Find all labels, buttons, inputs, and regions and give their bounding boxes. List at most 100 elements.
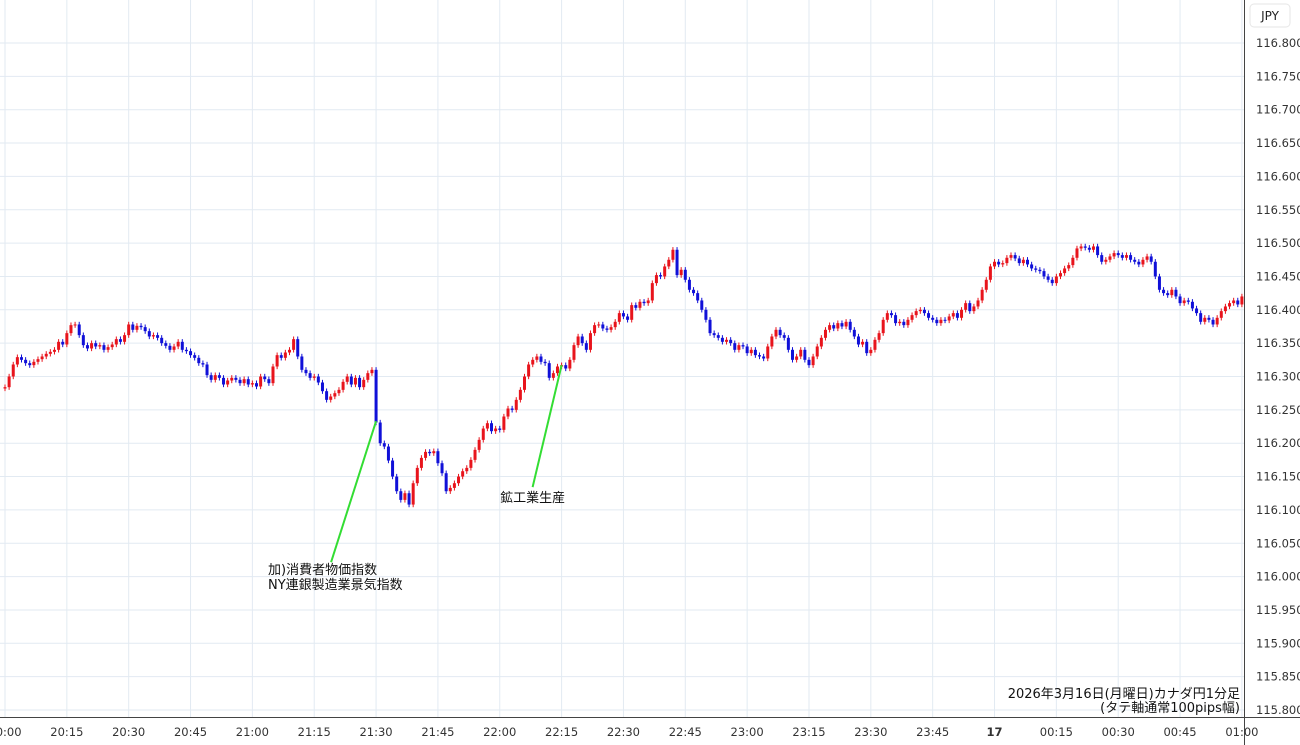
candle-down: [1236, 297, 1240, 308]
candle-up: [106, 344, 110, 353]
candle-body: [44, 353, 48, 357]
candle-down: [77, 321, 81, 338]
candle-down: [935, 317, 939, 326]
candle-body: [778, 329, 782, 336]
time-axis-panel[interactable]: [0, 718, 1244, 745]
candle-body: [1223, 306, 1227, 312]
candle-down: [255, 380, 259, 390]
candle-up: [1091, 243, 1095, 253]
time-tick-label: 21:45: [421, 725, 454, 739]
currency-badge[interactable]: [1249, 3, 1291, 28]
price-tick-label: 115.900: [1256, 636, 1300, 650]
candle-body: [118, 339, 122, 342]
candle-body: [968, 303, 972, 312]
annotation-label: NY連銀製造業景気指数: [268, 577, 403, 593]
candle-down: [428, 449, 432, 456]
candle-body: [881, 319, 885, 334]
price-tick-label: 116.100: [1256, 503, 1300, 517]
candle-body: [102, 345, 106, 350]
candle-body: [766, 346, 770, 359]
candle-down: [712, 330, 716, 338]
candle-body: [69, 325, 73, 334]
time-tick-label: 00:30: [1102, 725, 1135, 739]
annotation-line: [531, 364, 563, 488]
candle-body: [803, 349, 807, 360]
candle-body: [683, 269, 687, 280]
candle-body: [481, 428, 485, 440]
candle-body: [518, 389, 522, 400]
price-tick-label: 116.000: [1256, 570, 1300, 584]
price-tick-label: 116.300: [1256, 370, 1300, 384]
candle-up: [424, 449, 428, 461]
candle-down: [296, 336, 300, 360]
candle-body: [716, 335, 720, 338]
candle-body: [1034, 268, 1038, 270]
candle-up: [259, 373, 263, 390]
candle-body: [349, 376, 353, 385]
candle-body: [770, 336, 774, 347]
price-tick-label: 116.650: [1256, 136, 1300, 150]
candle-up: [469, 457, 473, 471]
candle-body: [527, 364, 531, 377]
candle-body: [296, 339, 300, 357]
time-tick-label: 22:30: [607, 725, 640, 739]
candle-body: [1067, 265, 1071, 269]
candle-up: [98, 342, 102, 350]
candle-body: [304, 369, 308, 374]
candle-body: [490, 423, 494, 432]
candle-body: [358, 377, 362, 388]
candle-body: [762, 356, 766, 359]
candle-up: [1228, 300, 1232, 310]
time-tick-label: 21:15: [298, 725, 331, 739]
candle-body: [444, 473, 448, 492]
candle-body: [856, 336, 860, 345]
candle-body: [988, 266, 992, 280]
candle-down: [1026, 257, 1030, 268]
candle-body: [1108, 256, 1112, 260]
candle-down: [621, 310, 625, 320]
candle-up: [283, 349, 287, 361]
candle-body: [325, 391, 329, 400]
candle-up: [650, 280, 654, 304]
candle-up: [638, 299, 642, 311]
candle-body: [452, 483, 456, 488]
candle-down: [778, 327, 782, 338]
candle-down: [358, 375, 362, 390]
candle-down: [94, 340, 98, 350]
candle-down: [160, 335, 164, 346]
candle-down: [382, 440, 386, 450]
candle-down: [745, 343, 749, 356]
candle-up: [333, 390, 337, 400]
candle-body: [465, 467, 469, 472]
candle-up: [535, 353, 539, 363]
candle-down: [19, 354, 23, 363]
candle-body: [85, 345, 89, 349]
candle-down: [741, 342, 745, 350]
candle-up: [213, 372, 217, 383]
candle-body: [127, 324, 131, 336]
candle-body: [671, 249, 675, 260]
candle-down: [968, 300, 972, 314]
candle-body: [782, 335, 786, 338]
price-axis-panel[interactable]: [1244, 0, 1300, 745]
candle-body: [11, 364, 15, 377]
candle-up: [1075, 245, 1079, 261]
candle-down: [1157, 273, 1161, 293]
candle-body: [300, 356, 304, 370]
candle-down: [440, 460, 444, 476]
candle-down: [349, 373, 353, 388]
candle-down: [733, 340, 737, 353]
candle-body: [564, 365, 568, 369]
candle-down: [927, 310, 931, 321]
candle-body: [679, 269, 683, 276]
candle-down: [325, 388, 329, 403]
candle-up: [494, 425, 498, 434]
price-tick-label: 116.600: [1256, 169, 1300, 183]
candle-body: [399, 491, 403, 500]
candle-down: [1083, 243, 1087, 251]
price-tick-label: 115.850: [1256, 670, 1300, 684]
candle-body: [176, 341, 180, 347]
candle-down: [1034, 265, 1038, 273]
candle-body: [844, 321, 848, 327]
